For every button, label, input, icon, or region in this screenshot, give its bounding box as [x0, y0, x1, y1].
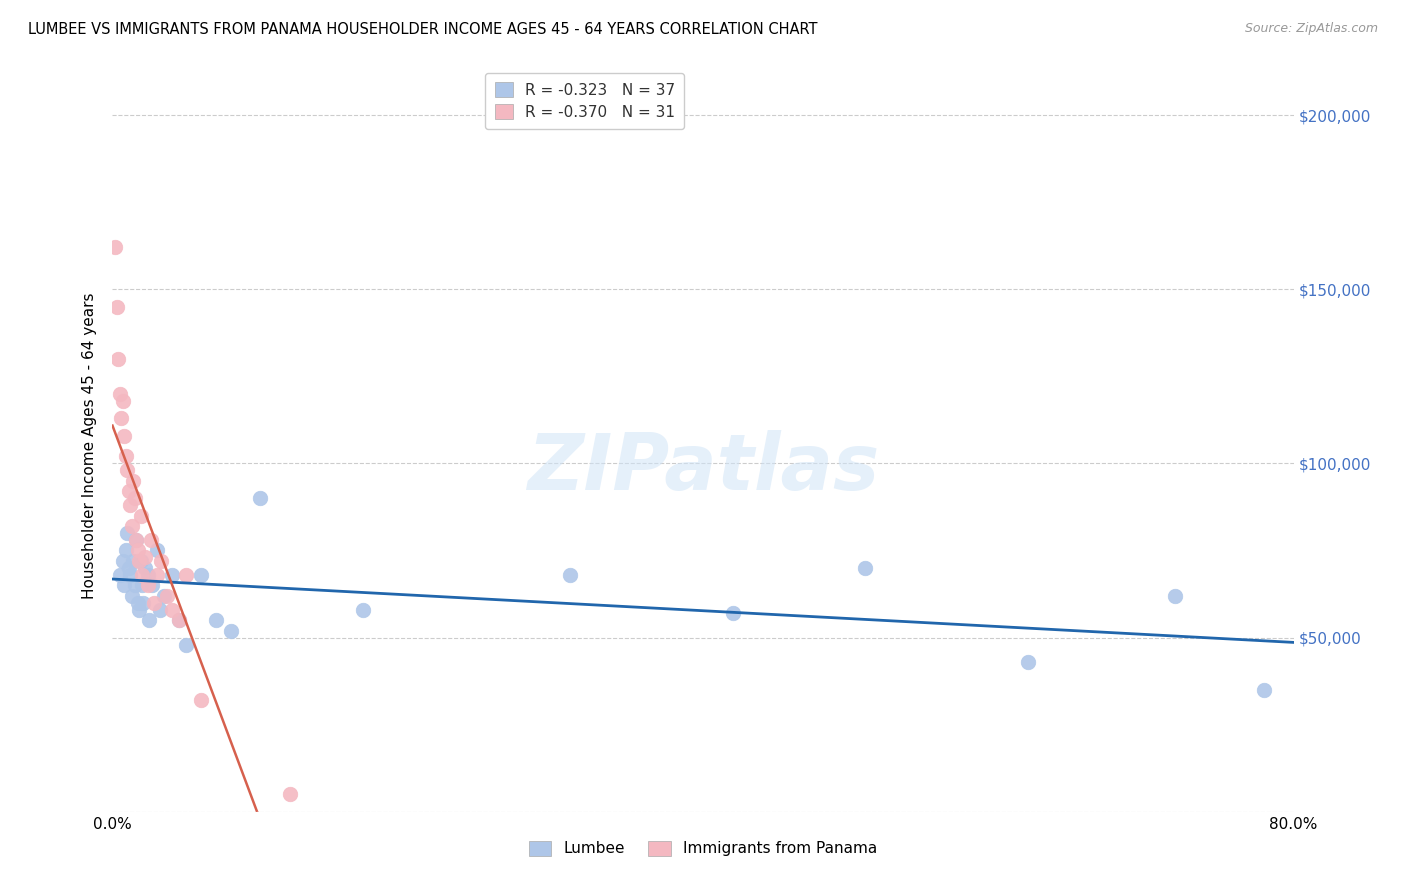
Point: [146, 567, 169, 582]
Point: [127, 543, 149, 558]
Point: [352, 603, 374, 617]
Point: [111, 393, 134, 408]
Point: [146, 543, 169, 558]
Point: [117, 463, 138, 477]
Point: [108, 386, 131, 401]
Point: [174, 567, 197, 582]
Point: [129, 508, 152, 523]
Point: [112, 578, 135, 592]
Point: [141, 578, 163, 592]
Text: LUMBEE VS IMMIGRANTS FROM PANAMA HOUSEHOLDER INCOME AGES 45 - 64 YEARS CORRELATI: LUMBEE VS IMMIGRANTS FROM PANAMA HOUSEHO…: [28, 22, 818, 37]
Point: [278, 787, 301, 801]
Point: [128, 554, 150, 568]
Point: [167, 613, 190, 627]
Point: [131, 578, 153, 592]
Point: [128, 603, 150, 617]
Point: [1164, 589, 1187, 603]
Point: [112, 428, 135, 442]
Point: [156, 589, 179, 603]
Point: [118, 484, 141, 499]
Point: [122, 474, 145, 488]
Point: [108, 567, 131, 582]
Point: [138, 613, 160, 627]
Point: [174, 638, 197, 652]
Point: [1253, 682, 1275, 697]
Point: [114, 543, 136, 558]
Point: [558, 567, 582, 582]
Point: [120, 567, 142, 582]
Point: [114, 450, 136, 464]
Text: Source: ZipAtlas.com: Source: ZipAtlas.com: [1244, 22, 1378, 36]
Point: [1017, 655, 1039, 669]
Point: [129, 554, 152, 568]
Legend: Lumbee, Immigrants from Panama: Lumbee, Immigrants from Panama: [523, 835, 883, 863]
Point: [721, 606, 744, 620]
Point: [121, 519, 143, 533]
Point: [153, 589, 176, 603]
Point: [122, 554, 145, 568]
Point: [219, 624, 242, 638]
Point: [249, 491, 271, 506]
Point: [117, 526, 138, 541]
Point: [105, 300, 128, 314]
Point: [134, 561, 156, 575]
Point: [121, 589, 143, 603]
Point: [107, 351, 129, 366]
Text: ZIPatlas: ZIPatlas: [527, 430, 879, 506]
Y-axis label: Householder Income Ages 45 - 64 years: Householder Income Ages 45 - 64 years: [82, 293, 97, 599]
Point: [110, 411, 132, 425]
Point: [160, 603, 183, 617]
Point: [142, 596, 165, 610]
Point: [131, 567, 153, 582]
Point: [855, 561, 877, 575]
Point: [125, 533, 148, 547]
Point: [190, 693, 212, 707]
Point: [136, 567, 159, 582]
Point: [167, 613, 190, 627]
Point: [149, 603, 172, 617]
Point: [118, 561, 141, 575]
Point: [150, 554, 173, 568]
Point: [139, 533, 162, 547]
Point: [124, 578, 146, 592]
Point: [104, 240, 127, 254]
Point: [160, 567, 183, 582]
Point: [124, 491, 146, 506]
Point: [111, 554, 134, 568]
Point: [132, 596, 155, 610]
Point: [125, 533, 148, 547]
Point: [127, 596, 149, 610]
Point: [190, 567, 212, 582]
Point: [120, 498, 142, 512]
Point: [136, 578, 159, 592]
Point: [205, 613, 228, 627]
Point: [134, 550, 156, 565]
